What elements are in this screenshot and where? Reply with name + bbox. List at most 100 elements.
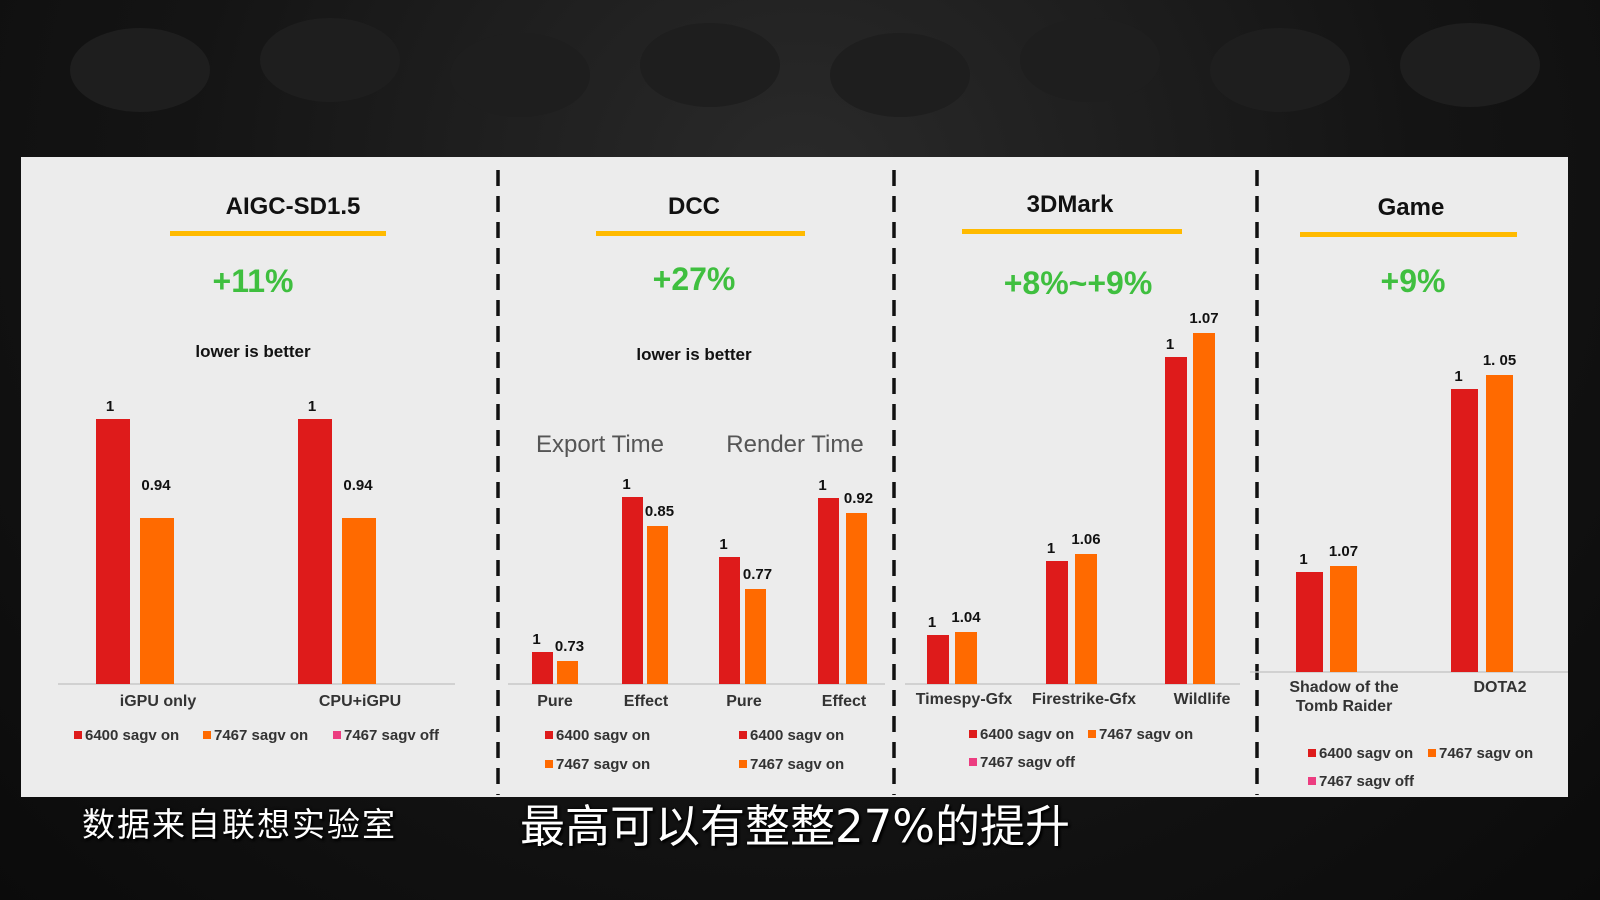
data-label: 0.94	[343, 477, 373, 494]
bg-shape-2	[450, 33, 590, 117]
gain-label: +9%	[1381, 263, 1446, 299]
legend-swatch	[1308, 777, 1316, 785]
category-label: iGPU only	[120, 693, 197, 710]
bar-7467-sagv-on	[647, 526, 668, 684]
bar-6400-sagv-on	[927, 635, 949, 684]
bar-6400-sagv-on	[719, 557, 740, 684]
category-label: Pure	[726, 693, 762, 710]
bg-shape-3	[640, 23, 780, 107]
bar-7467-sagv-on	[1193, 333, 1215, 684]
legend-swatch	[545, 760, 553, 768]
legend-label: 7467 sagv on	[214, 727, 308, 744]
chart-title: Game	[1378, 194, 1445, 221]
bar-6400-sagv-on	[1046, 561, 1068, 684]
gain-label: +27%	[653, 261, 736, 297]
caption-headline: 最高可以有整整27%的提升	[520, 800, 1071, 853]
legend-swatch	[1088, 730, 1096, 738]
bar-7467-sagv-on	[955, 632, 977, 684]
data-label: 1.07	[1189, 310, 1218, 327]
data-label: 1	[719, 536, 727, 553]
legend-label: 6400 sagv on	[85, 727, 179, 744]
legend-label: 6400 sagv on	[556, 727, 650, 744]
category-label: Pure	[537, 693, 573, 710]
legend-label: 6400 sagv on	[980, 726, 1074, 743]
legend-swatch	[739, 731, 747, 739]
bar-7467-sagv-on	[342, 518, 376, 684]
category-label: Effect	[624, 693, 669, 710]
legend-label: 6400 sagv on	[750, 727, 844, 744]
legend-swatch	[74, 731, 82, 739]
legend-swatch	[203, 731, 211, 739]
category-label: Timespy-Gfx	[916, 691, 1013, 708]
data-label: 1	[928, 614, 936, 631]
category-label-line1: Shadow of the	[1289, 679, 1398, 696]
bg-shape-6	[1210, 28, 1350, 112]
title-underline	[1300, 232, 1517, 237]
data-label: 1	[622, 476, 630, 493]
bar-7467-sagv-on	[846, 513, 867, 684]
category-label: Firestrike-Gfx	[1032, 691, 1136, 708]
bar-6400-sagv-on	[622, 497, 643, 684]
data-label: 0.73	[555, 638, 584, 655]
legend-swatch	[969, 758, 977, 766]
bg-shape-4	[830, 33, 970, 117]
legend-swatch	[333, 731, 341, 739]
chart-title: AIGC-SD1.5	[226, 193, 361, 220]
bar-6400-sagv-on	[298, 419, 332, 684]
data-label: 0.77	[743, 566, 772, 583]
data-label: 0.85	[645, 503, 674, 520]
legend-swatch	[1428, 749, 1436, 757]
bar-7467-sagv-on	[557, 661, 578, 684]
data-label: 1	[818, 477, 826, 494]
chart-panel	[21, 157, 1568, 797]
note-label: lower is better	[195, 342, 311, 361]
data-label: 0.92	[844, 490, 873, 507]
data-label: 1	[1166, 336, 1174, 353]
gain-label: +11%	[213, 263, 294, 299]
data-label: 1.04	[951, 609, 981, 626]
data-label: 1.07	[1329, 543, 1358, 560]
bar-7467-sagv-on	[745, 589, 766, 684]
group-label: Export Time	[536, 431, 664, 458]
title-underline	[962, 229, 1182, 234]
data-label: 1.06	[1071, 531, 1100, 548]
data-label: 1	[532, 631, 540, 648]
legend-label: 7467 sagv off	[1319, 773, 1415, 790]
bg-shape-7	[1400, 23, 1540, 107]
data-label: 1	[308, 398, 316, 415]
title-underline	[596, 231, 805, 236]
category-label-line2: Tomb Raider	[1296, 698, 1393, 715]
legend-label: 7467 sagv off	[344, 727, 440, 744]
gain-label: +8%~+9%	[1004, 265, 1153, 301]
bg-shape-5	[1020, 18, 1160, 102]
bar-7467-sagv-on	[140, 518, 174, 684]
title-underline	[170, 231, 386, 236]
legend-label: 7467 sagv off	[980, 754, 1076, 771]
bar-7467-sagv-on	[1486, 375, 1513, 672]
bar-6400-sagv-on	[818, 498, 839, 684]
legend-swatch	[545, 731, 553, 739]
group-label: Render Time	[726, 431, 863, 458]
bar-6400-sagv-on	[1165, 357, 1187, 684]
data-label: 1	[1047, 540, 1055, 557]
bg-shape-1	[260, 18, 400, 102]
category-label: Wildlife	[1174, 691, 1231, 708]
legend-label: 7467 sagv on	[750, 756, 844, 773]
legend-label: 7467 sagv on	[1439, 745, 1533, 762]
bar-7467-sagv-on	[1330, 566, 1357, 672]
bar-6400-sagv-on	[532, 652, 553, 684]
bar-7467-sagv-on	[1075, 554, 1097, 684]
category-label: Effect	[822, 693, 867, 710]
bg-shape-0	[70, 28, 210, 112]
data-label: 1	[1299, 551, 1307, 568]
category-label: DOTA2	[1473, 679, 1526, 696]
chart-title: DCC	[668, 193, 720, 220]
bar-6400-sagv-on	[1296, 572, 1323, 672]
legend-label: 7467 sagv on	[556, 756, 650, 773]
legend-swatch	[969, 730, 977, 738]
legend-label: 6400 sagv on	[1319, 745, 1413, 762]
caption-source: 数据来自联想实验室	[82, 805, 397, 844]
legend-label: 7467 sagv on	[1099, 726, 1193, 743]
bar-6400-sagv-on	[1451, 389, 1478, 672]
